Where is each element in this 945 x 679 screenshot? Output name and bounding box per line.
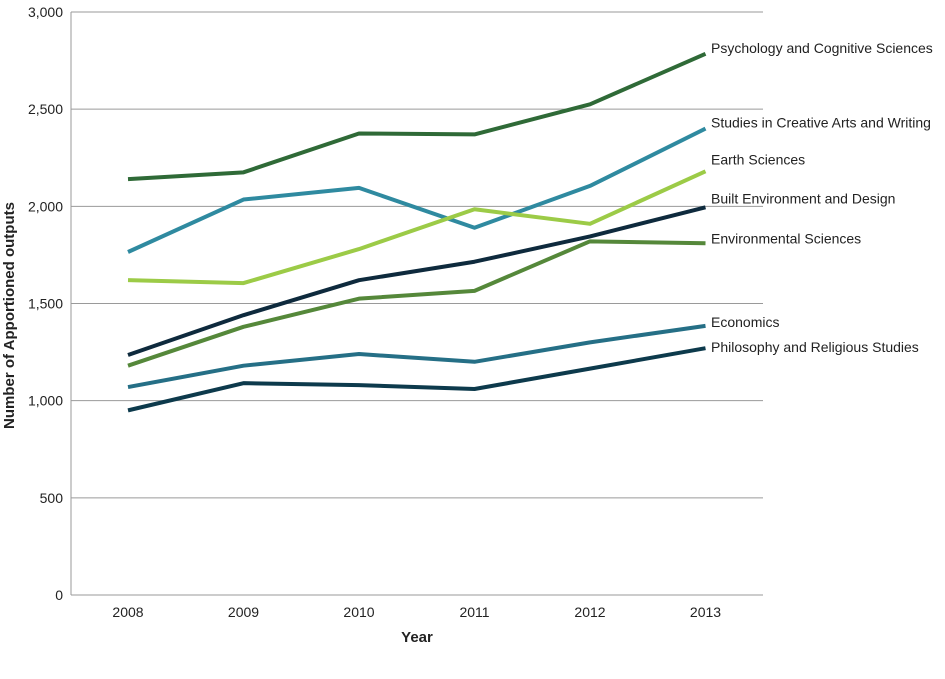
y-tick-label: 1,000 [28,393,63,409]
series-line-environmental-sciences [127,239,706,368]
series-labels: Psychology and Cognitive Sciences Studies… [711,40,933,355]
series-label-environmental-sciences: Environmental Sciences [711,230,861,246]
series-line-philosophy-and-religious-studies [127,346,706,413]
series-label-economics: Economics [711,314,779,330]
x-tick-label: 2012 [574,604,605,620]
x-tick-label: 2013 [690,604,721,620]
y-tick-label: 2,000 [28,198,63,214]
y-tick-label: 500 [40,490,64,506]
series-label-studies-in-creative-arts-and-writing: Studies in Creative Arts and Writing [711,115,931,131]
series-line-studies-in-creative-arts-and-writing [127,126,707,254]
x-tick-label: 2010 [343,604,374,620]
gridlines [71,11,763,499]
y-tick-label: 1,500 [28,296,63,312]
series-label-earth-sciences: Earth Sciences [711,151,805,167]
x-axis-title: Year [401,629,433,646]
axes: 0 500 1,000 1,500 2,000 2,500 3,000 2008 2009 201… [28,4,763,620]
x-tick-label: 2008 [112,604,143,620]
y-tick-label: 0 [55,587,63,603]
series-line-earth-sciences [127,169,707,286]
y-axis-title: Number of Apportioned outputs [1,202,18,429]
series-label-built-environment-and-design: Built Environment and Design [711,190,895,206]
series-label-philosophy-and-religious-studies: Philosophy and Religious Studies [711,339,919,355]
x-tick-label: 2009 [228,604,259,620]
series-line-built-environment-and-design [127,205,706,357]
y-tick-label: 3,000 [28,4,63,20]
y-tick-label: 2,500 [28,101,63,117]
series-label-psychology-and-cognitive-sciences: Psychology and Cognitive Sciences [711,40,933,56]
series-line-psychology-and-cognitive-sciences [127,51,707,182]
series-line-economics [127,323,706,390]
x-tick-label: 2011 [459,604,489,620]
series-lines [127,51,707,413]
